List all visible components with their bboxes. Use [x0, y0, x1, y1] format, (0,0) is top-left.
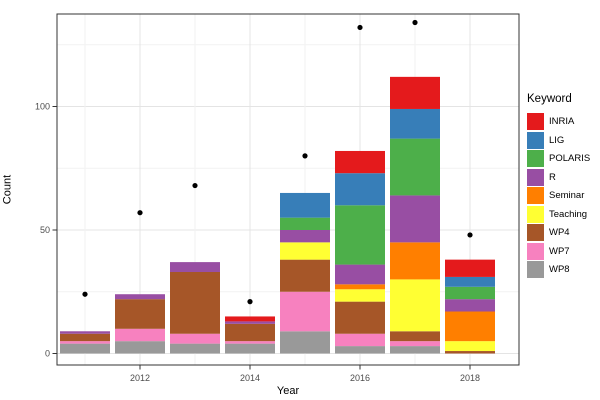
bar-segment-wp4	[390, 331, 440, 342]
legend-label: R	[549, 171, 556, 183]
y-axis-title: Count	[1, 174, 14, 205]
legend: Keyword INRIA LIG POLARIS R Seminar Teaching W…	[527, 93, 590, 278]
bar-segment-polaris	[335, 205, 385, 265]
x-tick-label: 2018	[460, 373, 480, 383]
bar-segment-wp4	[60, 333, 110, 342]
data-point	[192, 182, 198, 189]
legend-label: Seminar	[549, 190, 585, 201]
bar-segment-wp4	[225, 323, 275, 342]
legend-item-polaris: POLARIS	[527, 150, 590, 167]
legend-key-swatch	[527, 224, 544, 241]
bar-segment-lig	[390, 108, 440, 139]
bar-segment-wp4	[170, 271, 220, 334]
bar-segment-lig	[335, 173, 385, 206]
legend-label: WP4	[549, 227, 570, 238]
bar-segment-wp8	[115, 341, 165, 354]
legend-item-r: R	[527, 168, 590, 186]
legend-key-swatch	[527, 168, 544, 186]
x-axis-title: Year	[276, 385, 300, 397]
bar-segment-teaching	[280, 242, 330, 260]
legend-label: POLARIS	[549, 153, 591, 164]
bar-segment-wp8	[335, 346, 385, 354]
bar-segment-wp7	[280, 291, 330, 332]
bar-segment-wp8	[280, 331, 330, 354]
bar-segment-teaching	[390, 279, 440, 332]
legend-key-swatch	[527, 187, 544, 204]
bar-segment-polaris	[445, 286, 495, 300]
panel-border	[56, 13, 520, 366]
bar-segment-wp8	[170, 343, 220, 354]
legend-item-inria: INRIA	[527, 113, 590, 130]
bar-segment-wp8	[390, 346, 440, 354]
bar-segment-wp7	[170, 333, 220, 344]
legend-label: WP7	[549, 245, 570, 257]
legend-item-lig: LIG	[527, 131, 590, 149]
bar-segment-wp7	[225, 341, 275, 344]
legend-key-swatch	[527, 131, 544, 149]
bar-segment-polaris	[280, 217, 330, 230]
bar-segment-r	[390, 195, 440, 243]
data-point	[467, 232, 473, 238]
data-point	[302, 153, 308, 159]
legend-key-swatch	[527, 150, 544, 167]
bar-segment-wp4	[280, 259, 330, 292]
data-point	[137, 210, 143, 216]
bar-segment-wp4	[335, 301, 385, 334]
bar-segment-wp8	[60, 343, 110, 354]
bar-segment-r	[60, 331, 110, 334]
bar-segment-wp7	[60, 341, 110, 344]
data-point	[82, 291, 88, 297]
bar-segment-r	[445, 299, 495, 312]
bar-segment-r	[225, 321, 275, 324]
legend-items: INRIA LIG POLARIS R Seminar Teaching WP4 WP7 WP8	[527, 113, 590, 278]
data-point	[412, 19, 418, 26]
legend-item-teaching: Teaching	[527, 205, 590, 223]
bar-segment-seminar	[390, 242, 440, 280]
legend-item-wp8: WP8	[527, 261, 590, 278]
legend-label: WP8	[549, 264, 570, 275]
legend-key-swatch	[527, 242, 544, 260]
bar-segment-lig	[280, 192, 330, 218]
y-tick-label: 50	[40, 225, 50, 235]
legend-title: Keyword	[527, 93, 572, 105]
legend-label: INRIA	[549, 116, 575, 127]
bar-segment-wp4	[115, 299, 165, 329]
y-tick-label: 0	[45, 349, 50, 359]
bar-segment-wp7	[335, 333, 385, 347]
data-point	[247, 299, 253, 305]
bar-segment-inria	[335, 150, 385, 174]
bar-segment-r	[115, 294, 165, 300]
bar-segment-teaching	[335, 289, 385, 302]
legend-item-seminar: Seminar	[527, 187, 590, 204]
legend-item-wp7: WP7	[527, 242, 590, 260]
x-tick-label: 2016	[350, 373, 370, 383]
legend-item-wp4: WP4	[527, 224, 590, 241]
bar-segment-polaris	[390, 138, 440, 196]
bar-segment-inria	[225, 316, 275, 322]
legend-label: Teaching	[549, 208, 588, 220]
bar-segment-wp8	[225, 343, 275, 354]
legend-key-swatch	[527, 205, 544, 223]
legend-key-swatch	[527, 113, 544, 130]
bar-segment-r	[170, 262, 220, 272]
bar-segment-wp7	[115, 328, 165, 342]
bar-segment-teaching	[445, 341, 495, 352]
bar-segment-wp4	[445, 351, 495, 354]
bar-segment-seminar	[335, 284, 385, 290]
bar-segment-lig	[445, 276, 495, 287]
legend-key-swatch	[527, 261, 544, 278]
bar-segment-inria	[390, 76, 440, 109]
y-tick-label: 100	[35, 102, 50, 112]
data-point	[357, 24, 363, 31]
legend-label: LIG	[549, 134, 565, 146]
bar-segment-wp7	[390, 341, 440, 347]
bar-segment-r	[335, 264, 385, 285]
x-tick-label: 2012	[130, 373, 150, 383]
bar-segment-seminar	[445, 311, 495, 342]
bar-segment-inria	[445, 259, 495, 277]
x-tick-label: 2014	[240, 373, 260, 383]
bar-segment-r	[280, 230, 330, 243]
